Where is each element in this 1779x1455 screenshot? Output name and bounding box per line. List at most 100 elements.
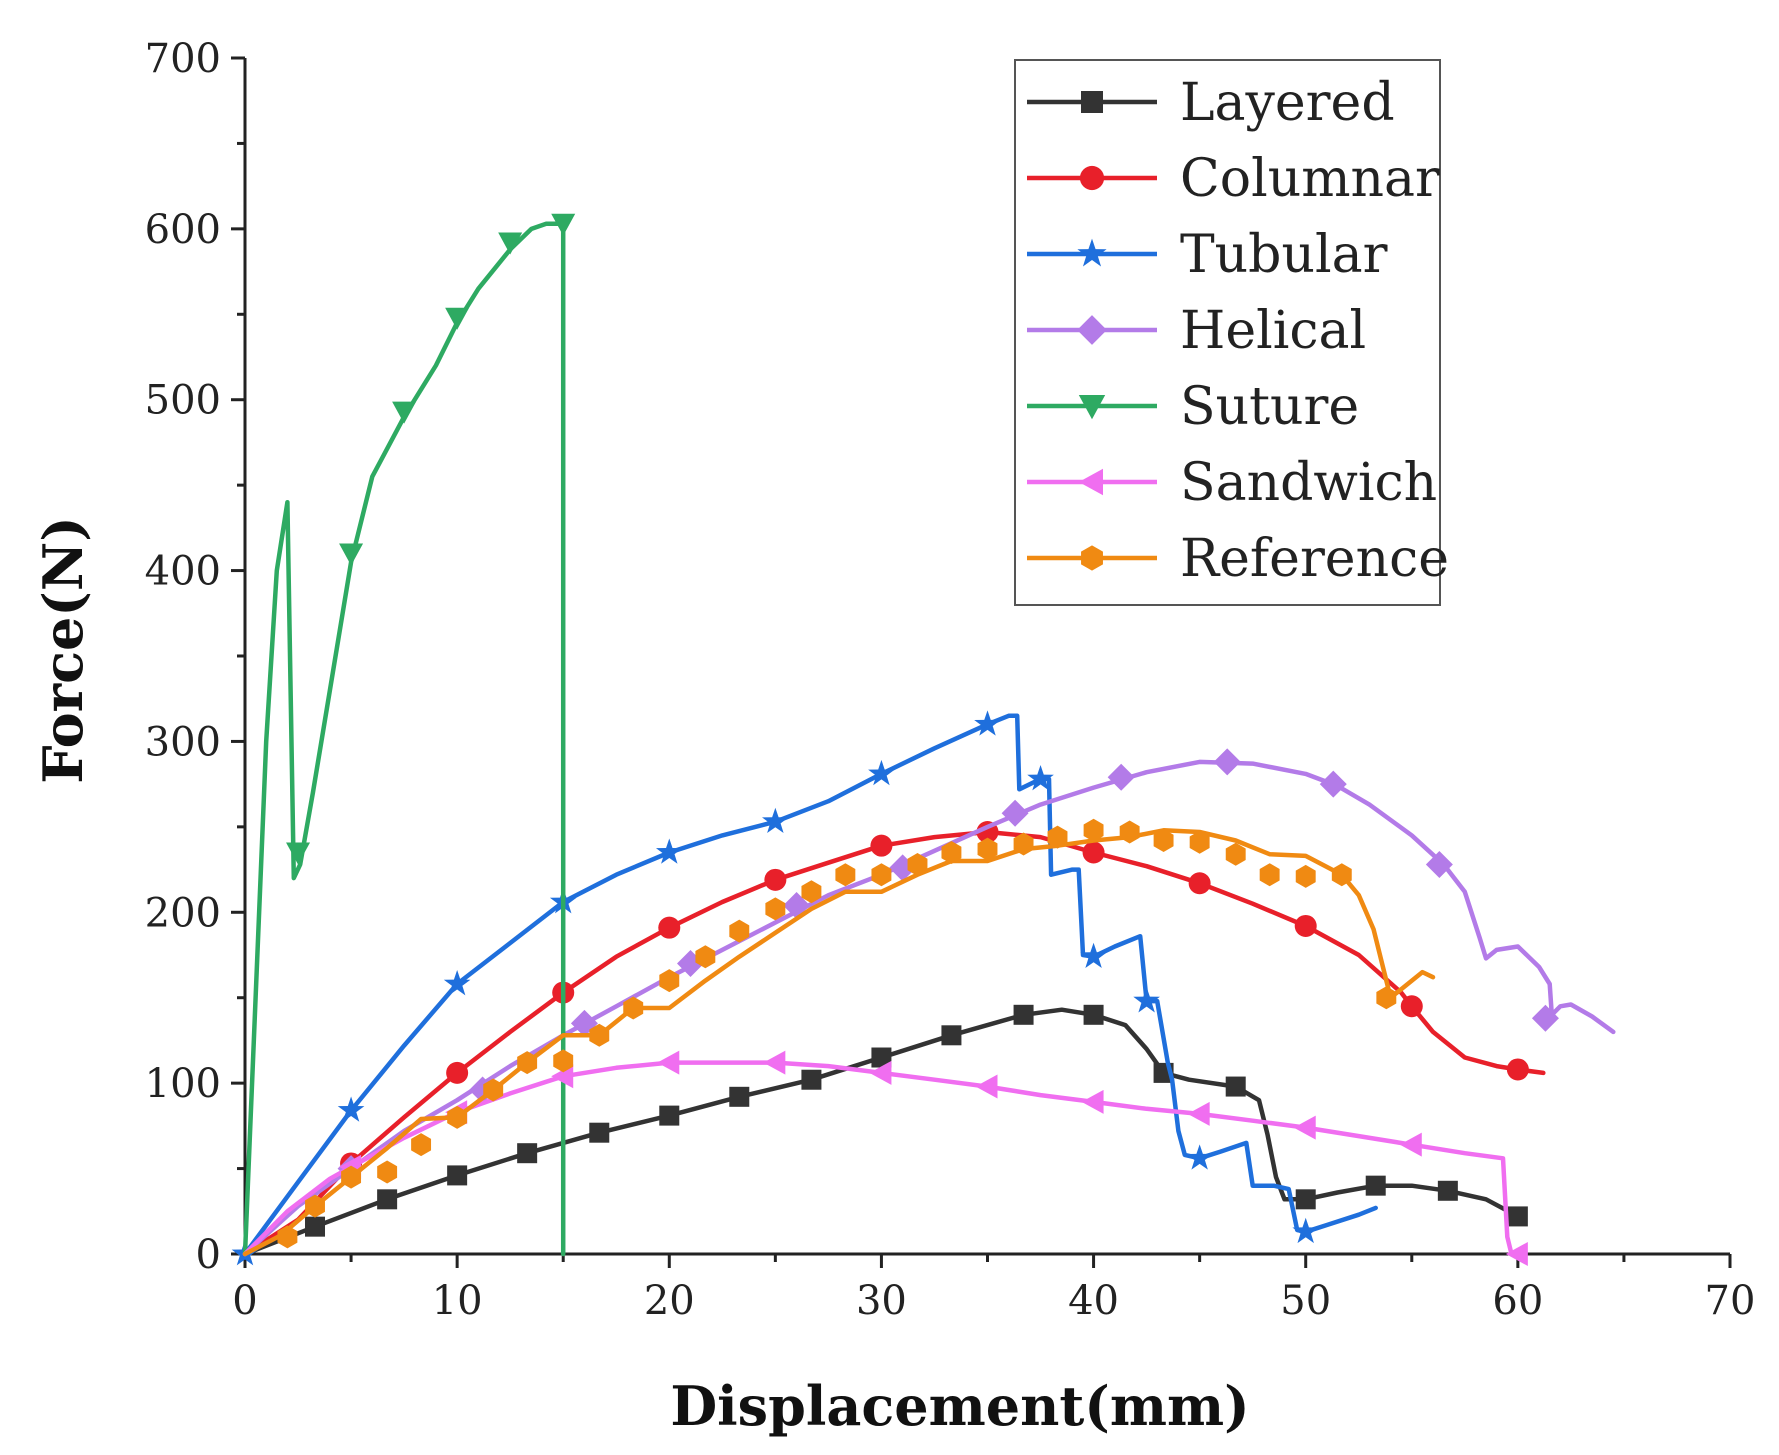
- x-tick-label: 50: [1280, 1278, 1331, 1324]
- data-point-reference: [1295, 864, 1316, 888]
- legend-item-layered: Layered: [1027, 73, 1395, 133]
- data-point-reference: [623, 996, 644, 1020]
- series-line-suture: [242, 221, 566, 1257]
- data-point-layered: [1295, 1189, 1316, 1210]
- data-point-reference: [277, 1225, 298, 1249]
- legend-label-helical: Helical: [1180, 301, 1366, 361]
- data-point-helical: [1213, 748, 1241, 776]
- legend-item-sandwich: Sandwich: [1027, 453, 1437, 513]
- data-point-sandwich: [1505, 1242, 1528, 1266]
- data-point-columnar: [658, 916, 681, 939]
- data-point-helical: [570, 1009, 598, 1037]
- data-point-columnar: [1082, 841, 1105, 864]
- legend-label-layered: Layered: [1180, 73, 1395, 133]
- legend-marker-helical: [1077, 315, 1107, 345]
- x-tick-label: 20: [644, 1278, 695, 1324]
- x-tick-label: 0: [232, 1278, 257, 1324]
- data-point-layered: [589, 1122, 610, 1143]
- series-line-layered: [242, 1007, 1521, 1257]
- legend-marker-suture: [1078, 395, 1106, 420]
- data-point-reference: [695, 945, 716, 969]
- data-point-sandwich: [551, 1064, 574, 1089]
- data-point-reference: [1331, 863, 1352, 887]
- legend-marker-columnar: [1079, 165, 1105, 191]
- data-point-reference: [1376, 986, 1397, 1010]
- data-point-reference: [517, 1051, 538, 1075]
- data-point-layered: [1083, 1004, 1104, 1025]
- data-point-helical: [1001, 799, 1029, 827]
- data-point-layered: [1507, 1206, 1528, 1227]
- x-axis-title: Displacement(mm): [670, 1374, 1249, 1438]
- series-layer: [231, 213, 1616, 1266]
- data-point-suture: [339, 543, 364, 566]
- data-point-layered: [517, 1143, 538, 1164]
- data-point-layered: [729, 1086, 750, 1107]
- data-point-reference: [835, 863, 856, 887]
- data-point-columnar: [1188, 872, 1211, 895]
- data-point-sandwich: [1399, 1132, 1422, 1157]
- data-point-tubular: [762, 807, 789, 834]
- data-point-reference: [977, 837, 998, 861]
- series-reference: [242, 818, 1436, 1257]
- data-point-reference: [1259, 863, 1280, 887]
- data-point-suture: [286, 842, 311, 865]
- legend-item-columnar: Columnar: [1027, 149, 1440, 209]
- data-point-reference: [341, 1165, 362, 1189]
- data-point-helical: [1107, 763, 1135, 791]
- data-point-reference: [801, 880, 822, 904]
- x-tick-label: 30: [856, 1278, 907, 1324]
- legend-marker-sandwich: [1078, 468, 1103, 496]
- legend-label-tubular: Tubular: [1180, 225, 1388, 285]
- series-line-sandwich: [242, 1060, 1514, 1257]
- y-tick-label: 400: [145, 549, 221, 595]
- data-point-reference: [377, 1160, 398, 1184]
- y-tick-label: 600: [145, 207, 221, 253]
- data-point-tubular: [868, 759, 895, 786]
- data-point-layered: [447, 1165, 468, 1186]
- data-point-helical: [1425, 850, 1453, 878]
- data-point-layered: [1225, 1076, 1246, 1097]
- legend-item-helical: Helical: [1027, 301, 1366, 361]
- data-point-sandwich: [975, 1074, 998, 1099]
- data-point-layered: [659, 1105, 680, 1126]
- data-point-layered: [801, 1069, 822, 1090]
- legend: Layered Columnar Tubular Helical Suture Sandw…: [1014, 59, 1449, 606]
- data-point-layered: [941, 1025, 962, 1046]
- axes: 0 100 200 300 400 500 600 700 0 10 20 30 40 50 60 70: [145, 36, 1756, 1324]
- data-point-tubular: [655, 838, 683, 864]
- data-point-suture: [392, 401, 417, 424]
- x-tick-label: 40: [1068, 1278, 1119, 1324]
- y-axis-title: Force(N): [31, 516, 95, 784]
- data-point-reference: [589, 1023, 610, 1047]
- x-tick-label: 70: [1705, 1278, 1756, 1324]
- data-point-tubular: [443, 970, 471, 996]
- data-point-reference: [765, 897, 786, 921]
- legend-marker-reference: [1081, 545, 1103, 571]
- data-point-columnar: [764, 868, 787, 891]
- data-point-tubular: [337, 1096, 365, 1122]
- data-point-columnar: [870, 834, 893, 857]
- data-point-suture: [445, 307, 470, 330]
- y-tick-label: 500: [145, 378, 221, 424]
- data-point-layered: [305, 1216, 326, 1237]
- data-point-reference: [305, 1194, 325, 1218]
- legend-label-columnar: Columnar: [1180, 149, 1440, 209]
- data-point-reference: [659, 969, 680, 993]
- data-point-suture: [551, 213, 576, 236]
- legend-label-suture: Suture: [1180, 377, 1359, 437]
- y-tick-label: 300: [145, 719, 221, 765]
- data-point-tubular: [1186, 1144, 1213, 1170]
- y-tick-label: 700: [145, 36, 221, 82]
- data-point-layered: [377, 1189, 398, 1210]
- data-point-reference: [907, 852, 928, 876]
- data-point-reference: [941, 840, 962, 864]
- data-point-columnar: [446, 1061, 469, 1084]
- data-point-reference: [1047, 825, 1068, 849]
- data-point-tubular: [1027, 765, 1054, 791]
- data-point-tubular: [1080, 942, 1107, 969]
- data-point-sandwich: [657, 1050, 680, 1075]
- data-point-layered: [1365, 1175, 1386, 1196]
- legend-marker-tubular: [1077, 238, 1107, 267]
- y-tick-label: 0: [196, 1232, 221, 1278]
